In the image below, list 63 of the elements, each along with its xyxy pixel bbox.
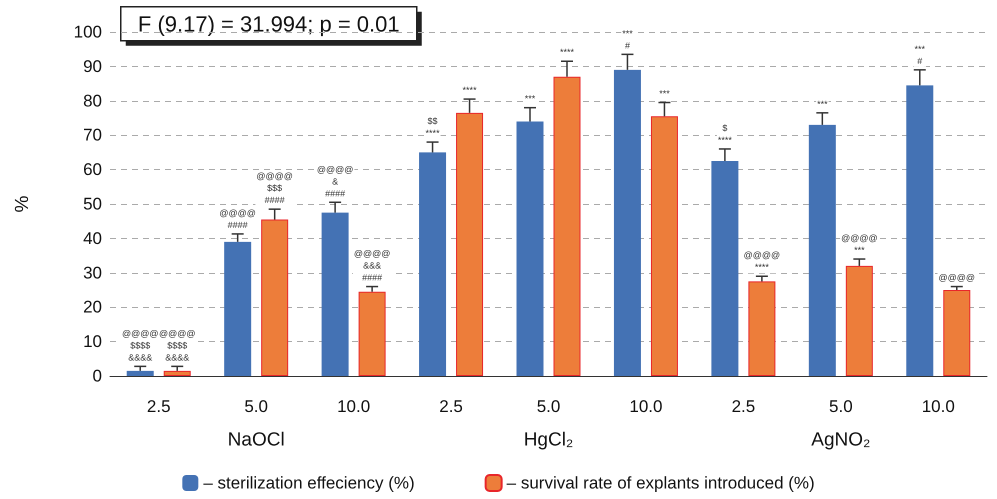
y-tick-label: 10 [83,332,102,352]
x-tick-label: 10.0 [922,397,955,416]
data-label: @@@@ $$$ #### [256,171,293,206]
y-tick-label: 80 [83,91,102,110]
y-tick-label: 90 [83,56,102,76]
x-tick-label: 2.5 [439,397,463,416]
y-tick-label: 40 [83,228,102,248]
x-tick-label: 2.5 [146,397,171,416]
bar [711,161,738,376]
x-tick-label: 5.0 [244,397,268,416]
text: NaOCl [228,430,285,450]
y-tick-label: 100 [74,22,102,42]
y-tick-label: 30 [83,263,102,282]
bar [808,124,836,376]
x-tick-label: 10.0 [629,397,662,416]
legend-label: – survival rate of explants introduced (%) [506,474,815,492]
bar [456,112,484,376]
text: AgNO₂ [811,430,870,450]
data-label: @@@@ *** [841,233,878,256]
data-label: @@@@ [938,272,976,283]
legend-label: – sterilization effeciency (%) [203,474,415,492]
data-label: @@@@ #### [219,208,256,230]
bar [322,212,349,376]
data-label: *** [659,88,670,99]
data-label: **** [462,85,478,96]
data-label: *** # [914,44,926,66]
data-label: @@@@ & #### [316,164,354,198]
bar [164,370,191,376]
data-label: @@@@ **** [744,250,780,272]
y-tick-label: 70 [83,126,102,145]
data-label: *** # [622,28,634,50]
y-axis-title: % [12,195,33,212]
data-label: $ **** [718,122,732,145]
bar [516,121,544,376]
data-label: @@@@ $$$$ &&&& [158,328,196,362]
bar [554,76,580,376]
x-tick-label: 5.0 [536,397,560,416]
bar [748,281,776,376]
bar [906,85,934,376]
bar [650,116,678,376]
bar [419,152,446,376]
text: HgCl₂ [524,430,574,450]
bar [943,290,970,376]
data-label: *** [524,94,536,104]
annotation: F (9.17) = 31.994; p = 0.01 [138,11,400,36]
x-tick-label: 2.5 [732,397,756,416]
bar [126,370,154,376]
x-tick-label: 10.0 [337,397,370,416]
y-tick-label: 0 [92,366,102,386]
bar [614,70,641,376]
data-label: **** [560,47,574,58]
y-tick-label: 20 [83,298,102,317]
y-tick-label: 50 [83,194,102,214]
bar [224,242,252,376]
data-label: *** [817,98,828,109]
data-label: $$ **** [426,116,440,138]
data-label: @@@@ $$$$ &&&& [122,328,158,362]
bar [846,266,873,376]
bar [358,292,386,376]
data-label: @@@@ &&& #### [354,248,390,283]
x-tick-label: 5.0 [829,397,853,416]
bar [261,219,288,376]
y-tick-label: 60 [83,160,102,180]
